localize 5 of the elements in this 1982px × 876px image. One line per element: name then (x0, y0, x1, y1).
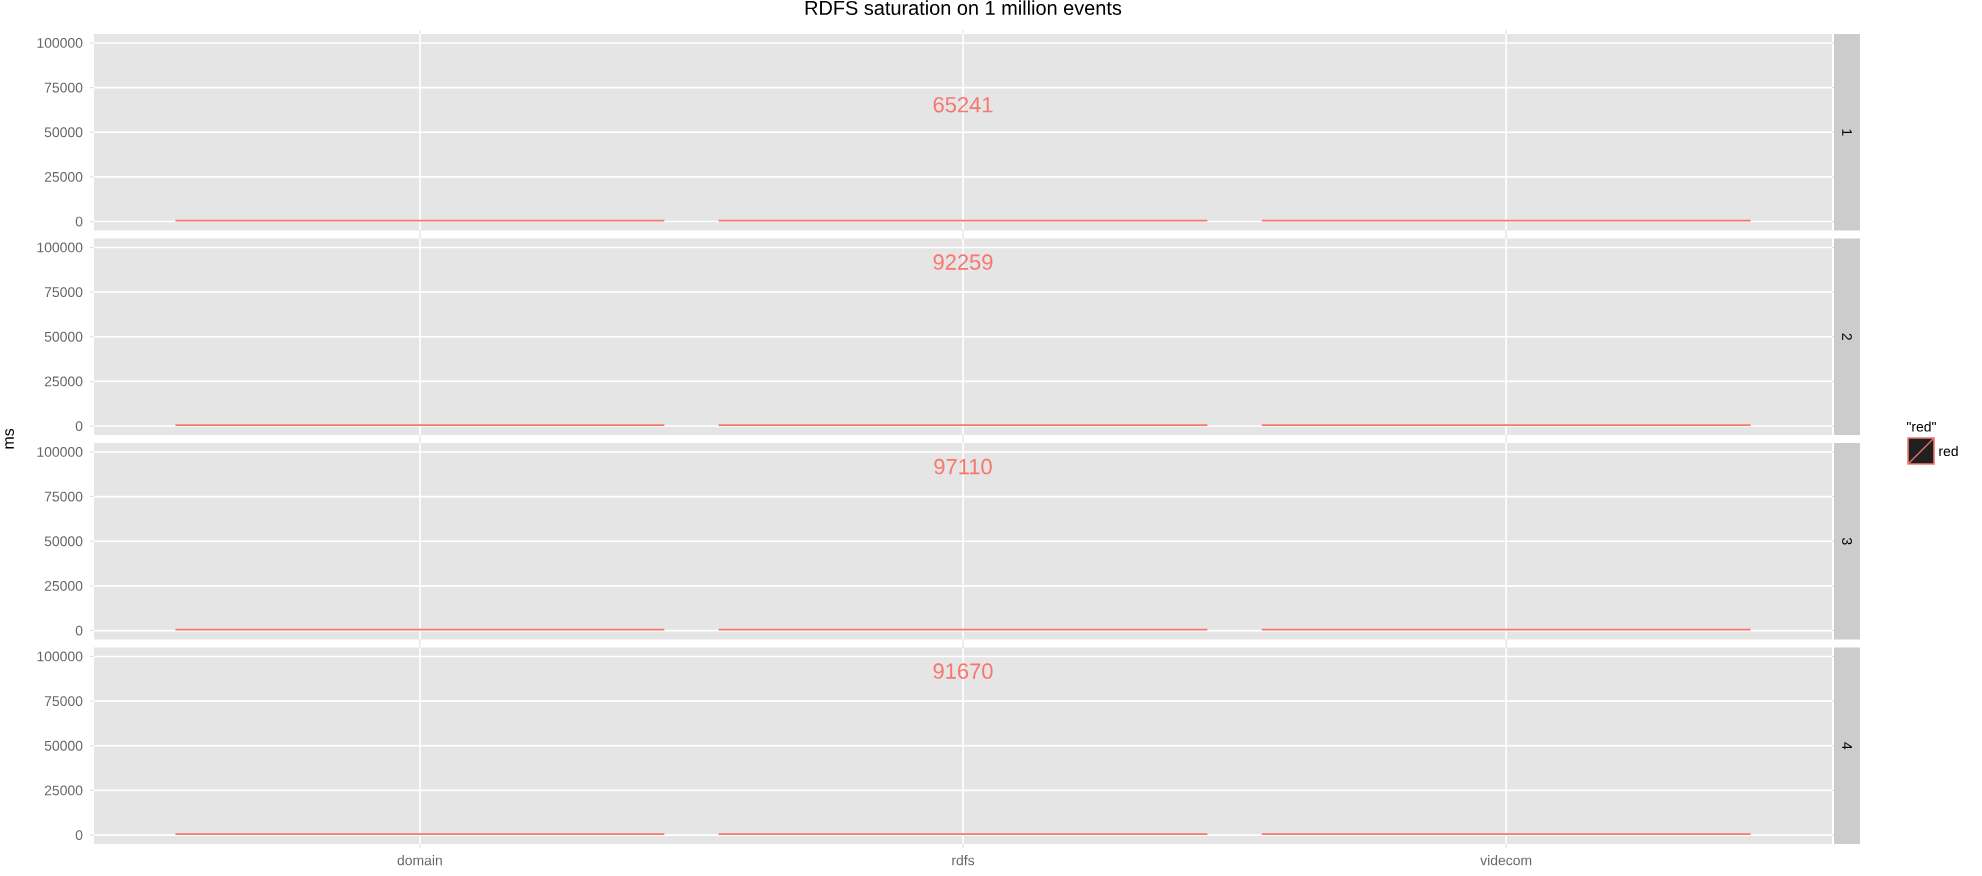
annotation: 92259 (933, 254, 993, 270)
chart-title: RDFS saturation on 1 million events (805, 0, 1122, 15)
annotation: 97110 (934, 458, 992, 475)
annotation: 65241 (933, 97, 993, 113)
annotation: 91670 (933, 663, 993, 679)
